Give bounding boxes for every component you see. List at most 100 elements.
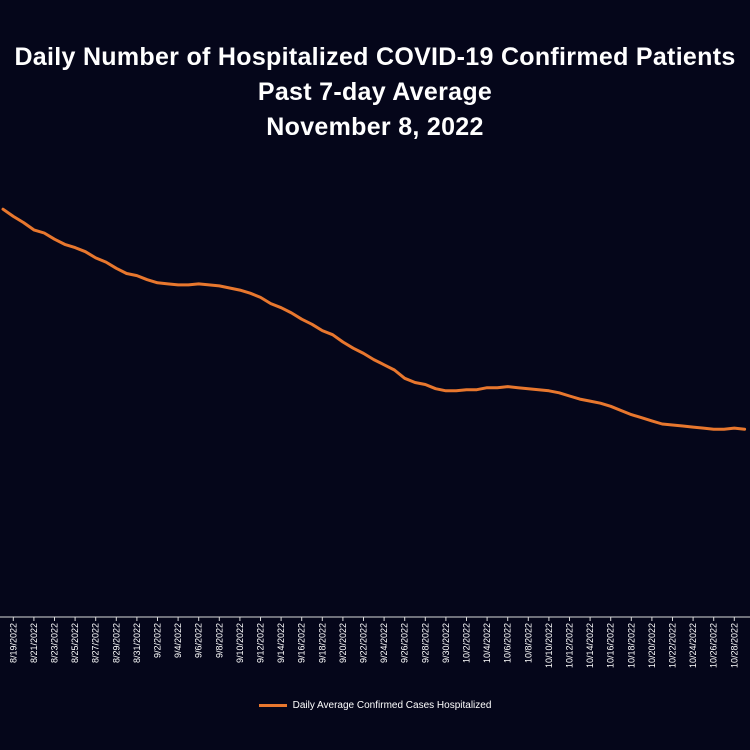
data-point	[239, 289, 241, 291]
x-tick-label: 10/20/2022	[647, 623, 657, 668]
x-tick-label: 8/19/2022	[8, 623, 18, 663]
x-tick-label: 10/4/2022	[482, 623, 492, 663]
data-point	[321, 329, 324, 332]
data-point	[187, 284, 190, 286]
chart-title-line-3: November 8, 2022	[266, 113, 484, 141]
chart-title: Daily Number of Hospitalized COVID-19 Co…	[0, 40, 750, 145]
data-point	[146, 278, 148, 281]
data-point	[640, 416, 643, 419]
data-point	[290, 312, 293, 314]
data-point	[115, 267, 118, 270]
data-point	[228, 287, 231, 289]
data-point	[270, 302, 272, 305]
data-point	[136, 274, 138, 277]
data-point	[300, 318, 303, 321]
data-point	[280, 306, 282, 309]
data-point	[177, 284, 179, 286]
data-point	[548, 390, 550, 392]
data-point	[84, 250, 87, 253]
x-tick-label: 8/21/2022	[29, 623, 39, 663]
chart-title-line-2: Past 7-day Average	[257, 78, 493, 106]
data-point	[64, 243, 66, 246]
x-tick-label: 9/14/2022	[276, 623, 286, 663]
legend-swatch	[258, 704, 287, 707]
data-point	[599, 402, 602, 405]
data-point	[362, 352, 365, 355]
data-point	[589, 400, 591, 402]
x-tick-label: 10/14/2022	[585, 623, 595, 668]
data-point	[197, 283, 200, 285]
x-tick-label: 10/16/2022	[606, 623, 616, 668]
data-point	[12, 215, 15, 218]
data-point	[568, 395, 571, 397]
data-point	[455, 390, 458, 392]
data-point	[682, 425, 684, 427]
x-tick-label: 9/26/2022	[400, 623, 410, 663]
data-point	[156, 282, 159, 284]
x-tick-label: 8/23/2022	[50, 623, 60, 663]
data-point	[630, 413, 633, 416]
x-tick-label: 10/24/2022	[688, 623, 698, 668]
data-point	[53, 238, 56, 240]
data-point	[94, 257, 97, 259]
data-point	[743, 428, 746, 431]
x-tick-label: 8/31/2022	[132, 623, 142, 663]
x-tick-label: 9/10/2022	[235, 623, 245, 663]
x-tick-label: 10/6/2022	[503, 623, 513, 663]
chart-title-line-1: Daily Number of Hospitalized COVID-19 Co…	[14, 43, 736, 71]
x-tick-label: 10/22/2022	[668, 623, 678, 668]
data-point	[167, 283, 169, 285]
x-tick-label: 10/2/2022	[462, 623, 472, 663]
data-point	[496, 386, 499, 389]
x-tick-label: 9/18/2022	[317, 623, 327, 663]
data-point	[465, 388, 468, 391]
data-point	[537, 388, 540, 391]
data-point	[218, 285, 221, 287]
data-point	[342, 341, 344, 343]
x-tick-label: 9/2/2022	[153, 623, 163, 658]
data-point	[22, 221, 25, 224]
x-tick-label: 9/4/2022	[173, 623, 183, 658]
legend: Daily Average Confirmed Cases Hospitaliz…	[0, 700, 750, 711]
data-point	[33, 229, 35, 231]
data-point	[579, 398, 581, 400]
data-point	[476, 388, 478, 391]
x-tick-label: 9/12/2022	[256, 623, 266, 663]
data-point	[671, 424, 674, 426]
x-tick-label: 10/26/2022	[709, 623, 719, 668]
data-point	[403, 377, 406, 380]
x-tick-label: 10/18/2022	[626, 623, 636, 668]
x-tick-label: 10/10/2022	[544, 623, 554, 668]
data-point	[43, 232, 45, 234]
data-point	[393, 369, 396, 371]
x-tick-label: 10/8/2022	[523, 623, 533, 663]
data-point	[352, 347, 355, 350]
data-point	[434, 387, 437, 390]
data-point	[506, 385, 509, 388]
legend-label: Daily Average Confirmed Cases Hospitaliz…	[292, 700, 492, 711]
data-point	[331, 333, 334, 336]
data-point	[558, 392, 560, 394]
data-point	[74, 246, 76, 249]
data-point	[311, 323, 313, 326]
data-point	[373, 358, 375, 361]
data-point	[712, 428, 715, 431]
data-point	[125, 272, 128, 275]
data-point	[208, 284, 210, 286]
data-point	[414, 381, 416, 384]
x-tick-label: 9/16/2022	[297, 623, 307, 663]
data-point	[692, 426, 694, 428]
data-point	[723, 428, 725, 431]
data-point	[105, 261, 107, 263]
x-tick-label: 8/25/2022	[70, 623, 80, 663]
x-tick-label: 9/28/2022	[420, 623, 430, 663]
x-tick-label: 9/6/2022	[194, 623, 204, 658]
x-tick-label: 8/29/2022	[111, 623, 121, 663]
data-point	[517, 386, 519, 389]
data-point	[424, 383, 427, 386]
data-point	[609, 405, 612, 408]
x-tick-label: 9/22/2022	[359, 623, 369, 663]
data-point	[702, 427, 705, 429]
x-tick-label: 9/8/2022	[214, 623, 224, 658]
